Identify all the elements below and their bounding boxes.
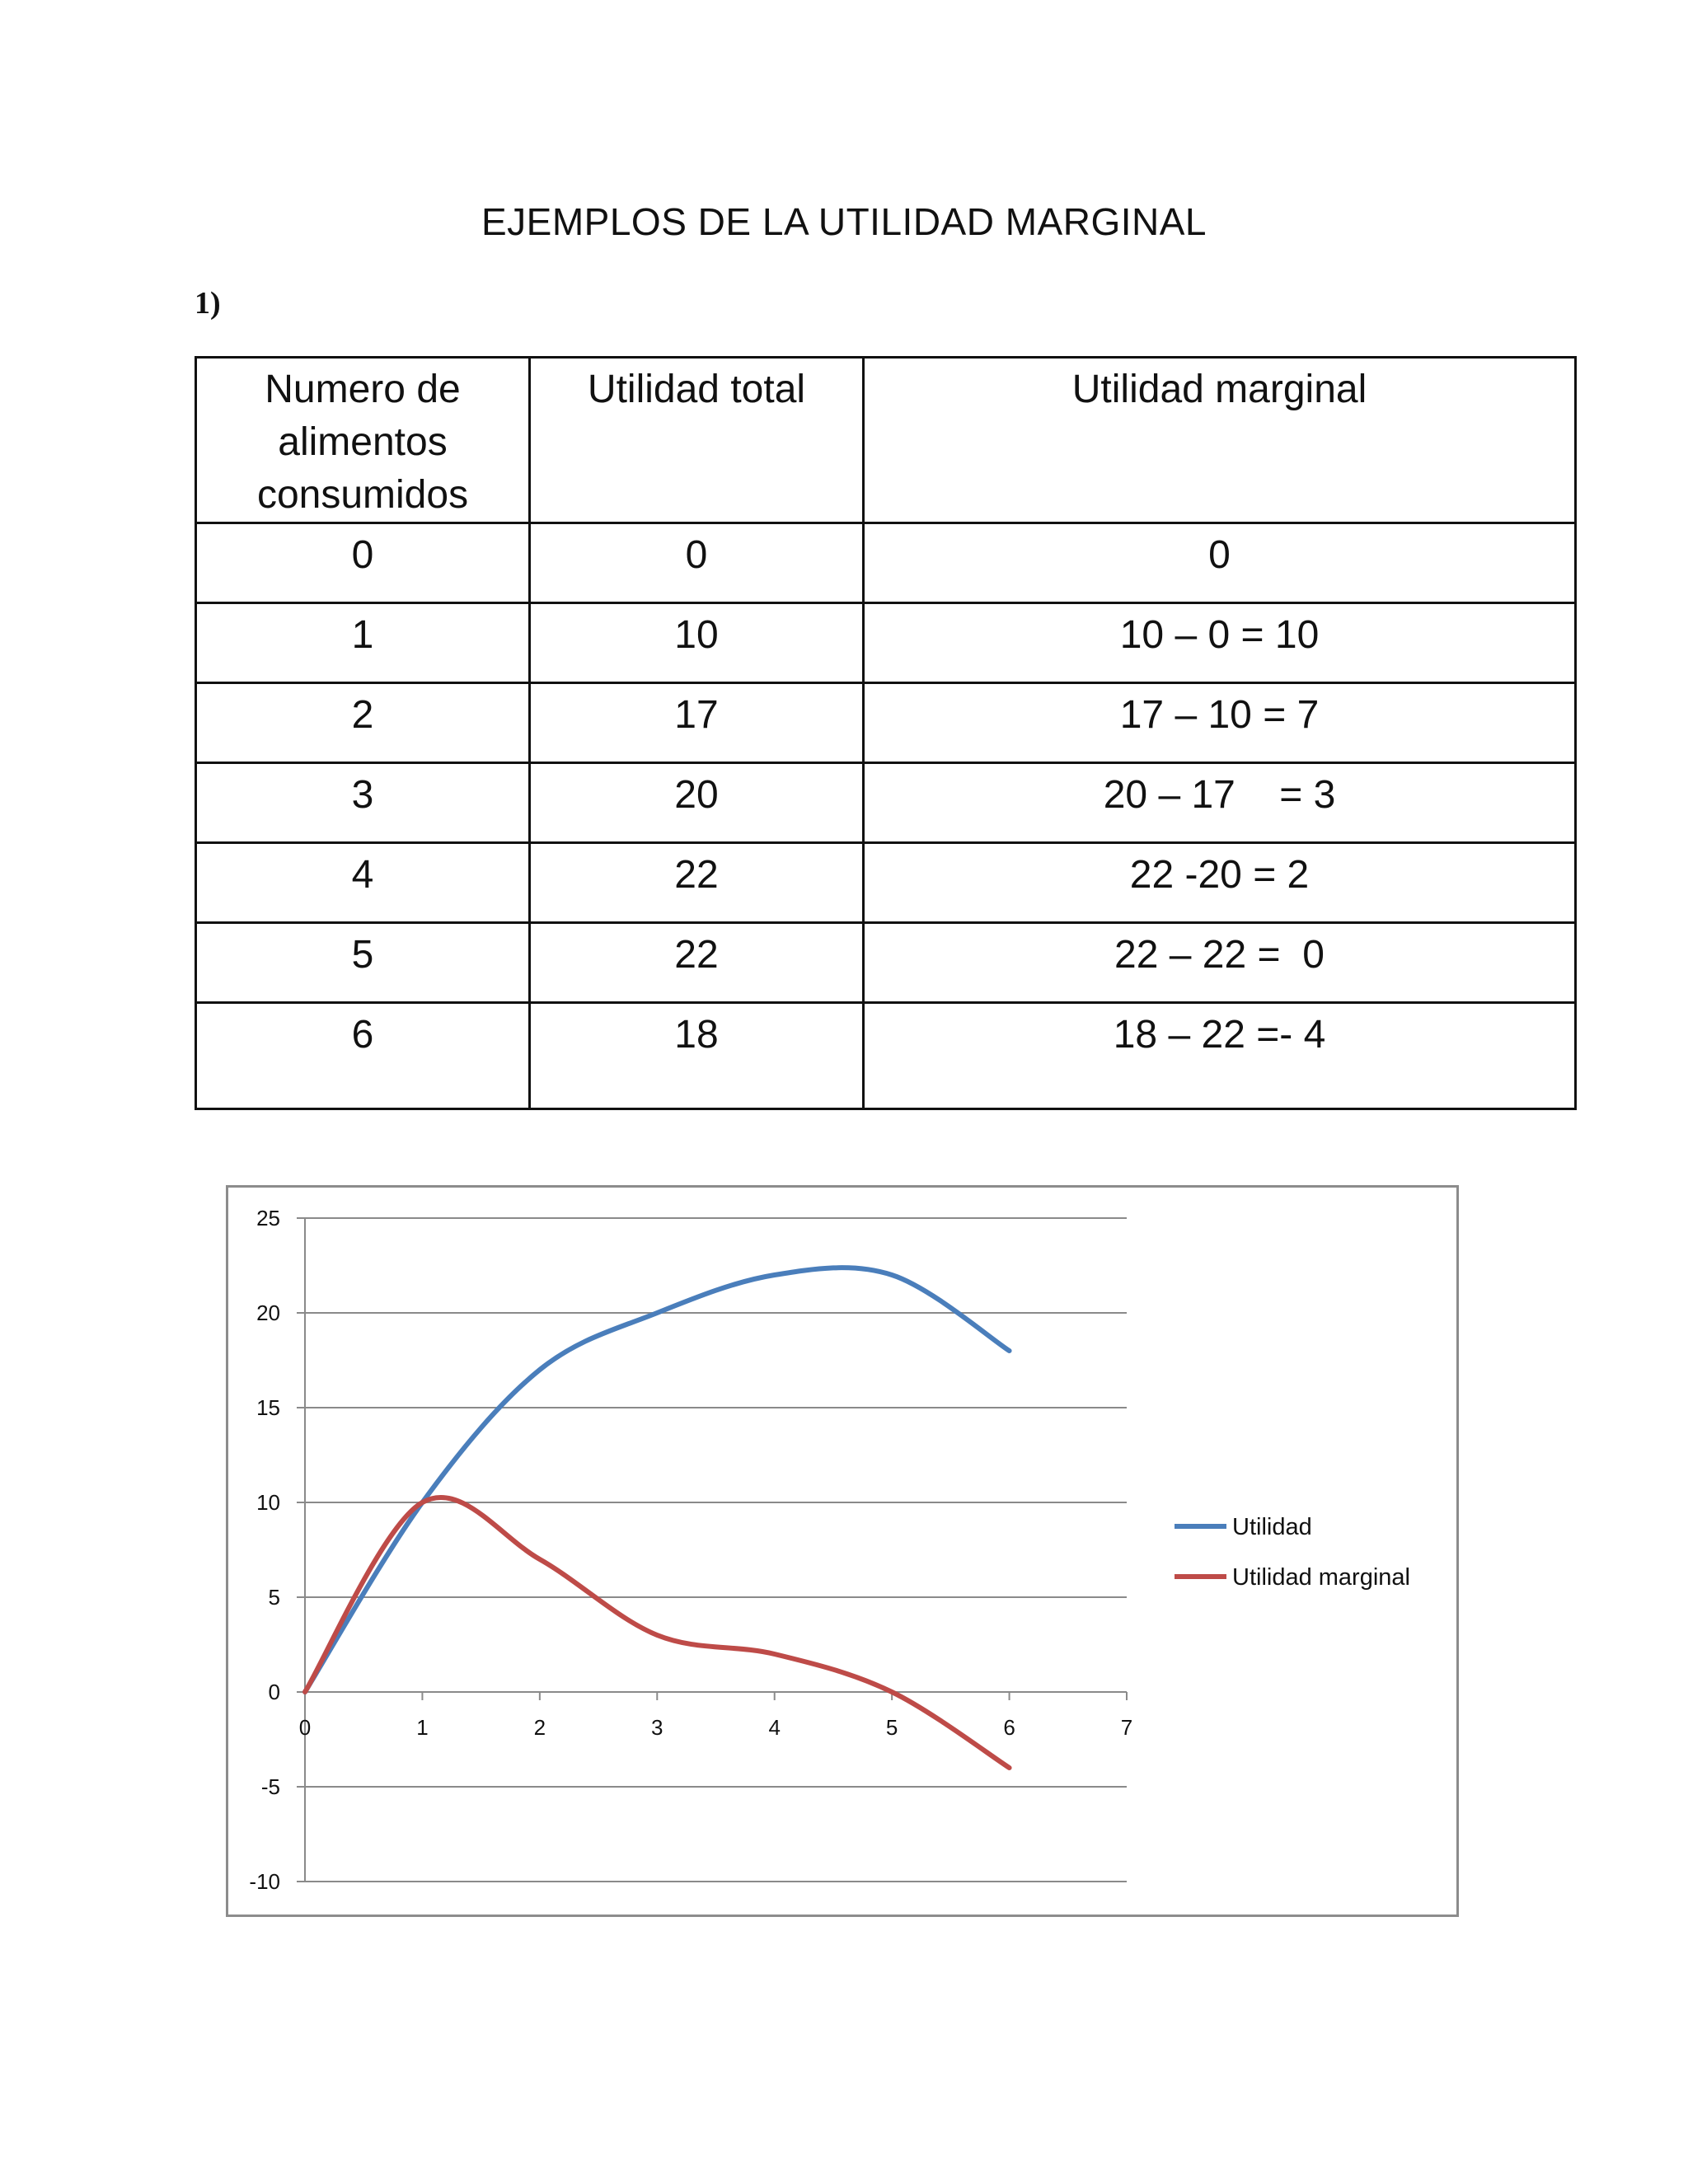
cell-marginal-utility: 18 – 22 =- 4 (862, 1001, 1577, 1110)
table-header-row: Numero de alimentos consumidos Utilidad … (195, 356, 1577, 524)
cell-marginal-utility: 20 – 17 = 3 (862, 762, 1577, 844)
x-tick-label: 1 (416, 1715, 428, 1740)
table-row: 4 22 22 -20 = 2 (195, 841, 1577, 924)
cell-total-utility: 0 (528, 522, 865, 604)
cell-total-utility: 17 (528, 682, 865, 764)
table-row: 2 17 17 – 10 = 7 (195, 682, 1577, 764)
x-tick-label: 6 (1003, 1715, 1015, 1740)
page-title: EJEMPLOS DE LA UTILIDAD MARGINAL (481, 200, 1207, 243)
table-row: 6 18 18 – 22 =- 4 (195, 1001, 1577, 1110)
y-tick-label: 5 (269, 1585, 280, 1610)
chart-legend: Utilidad Utilidad marginal (1175, 1514, 1410, 1591)
cell-total-utility: 10 (528, 602, 865, 684)
y-tick-label: 15 (256, 1395, 280, 1420)
cell-food-count: 4 (195, 841, 531, 924)
table-row: 1 10 10 – 0 = 10 (195, 602, 1577, 684)
x-tick-label: 0 (299, 1715, 311, 1740)
cell-total-utility: 22 (528, 841, 865, 924)
cell-food-count: 3 (195, 762, 531, 844)
utility-table: Numero de alimentos consumidos Utilidad … (195, 356, 1577, 1110)
legend-label: Utilidad (1232, 1514, 1312, 1540)
y-tick-label: 0 (269, 1680, 280, 1704)
table-row: 0 0 0 (195, 522, 1577, 604)
cell-total-utility: 20 (528, 762, 865, 844)
series-line-utilidad (302, 1265, 1012, 1694)
chart-gridlines (305, 1217, 1127, 1882)
table-row: 3 20 20 – 17 = 3 (195, 762, 1577, 844)
cell-marginal-utility: 0 (862, 522, 1577, 604)
x-tick-label: 3 (651, 1715, 663, 1740)
cell-marginal-utility: 22 -20 = 2 (862, 841, 1577, 924)
utility-chart: 25 20 15 10 5 0 -5 -10 0 1 2 3 4 5 6 7 Utilidad Utilidad… (226, 1185, 1459, 1917)
cell-total-utility: 22 (528, 921, 865, 1004)
header-food-count: Numero de alimentos consumidos (195, 356, 531, 524)
cell-food-count: 5 (195, 921, 531, 1004)
cell-food-count: 0 (195, 522, 531, 604)
cell-marginal-utility: 17 – 10 = 7 (862, 682, 1577, 764)
cell-total-utility: 18 (528, 1001, 865, 1110)
legend-label: Utilidad marginal (1232, 1564, 1410, 1591)
x-tick-label: 2 (534, 1715, 546, 1740)
chart-series (302, 1265, 1012, 1770)
cell-food-count: 1 (195, 602, 531, 684)
y-tick-label: 10 (256, 1490, 280, 1515)
cell-food-count: 2 (195, 682, 531, 764)
chart-axes: 25 20 15 10 5 0 -5 -10 0 1 2 3 4 5 6 7 (249, 1206, 1132, 1894)
section-number: 1) (195, 286, 221, 321)
y-tick-label: -10 (249, 1869, 280, 1894)
table-row: 5 22 22 – 22 = 0 (195, 921, 1577, 1004)
cell-marginal-utility: 22 – 22 = 0 (862, 921, 1577, 1004)
y-tick-label: 25 (256, 1206, 280, 1230)
x-tick-label: 7 (1121, 1715, 1132, 1740)
cell-marginal-utility: 10 – 0 = 10 (862, 602, 1577, 684)
y-tick-label: -5 (261, 1774, 280, 1799)
y-tick-label: 20 (256, 1301, 280, 1325)
cell-food-count: 6 (195, 1001, 531, 1110)
header-marginal-utility: Utilidad marginal (862, 356, 1577, 524)
x-tick-label: 5 (886, 1715, 898, 1740)
x-tick-label: 4 (768, 1715, 780, 1740)
header-total-utility: Utilidad total (528, 356, 865, 524)
